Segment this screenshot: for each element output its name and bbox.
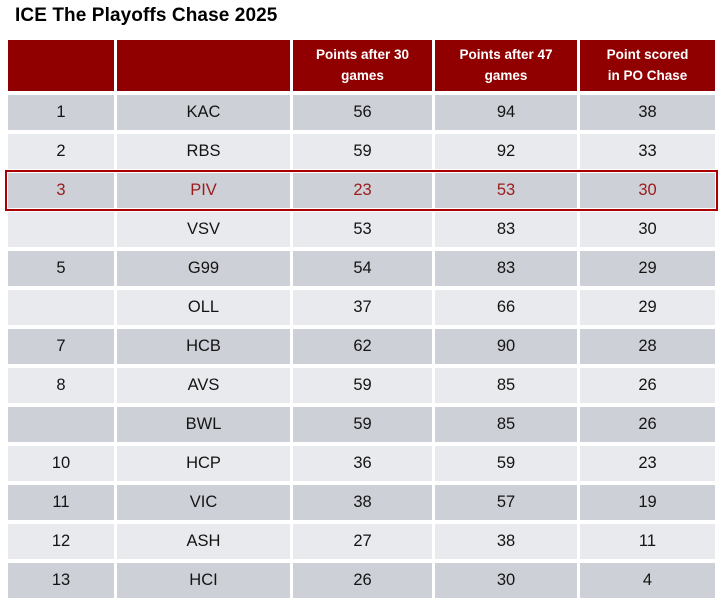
header-rank <box>8 40 114 91</box>
points-30-cell: 37 <box>293 290 432 325</box>
rank-cell: 2 <box>8 134 114 169</box>
po-chase-cell: 26 <box>580 368 715 403</box>
po-chase-cell: 33 <box>580 134 715 169</box>
points-30-cell: 56 <box>293 95 432 130</box>
table-row: 2 RBS 59 92 33 <box>8 134 715 169</box>
team-cell: RBS <box>117 134 290 169</box>
table-row: 1 KAC 56 94 38 <box>8 95 715 130</box>
standings-table: Points after 30 games Points after 47 ga… <box>5 36 718 602</box>
rank-cell: 7 <box>8 329 114 364</box>
table-row: BWL 59 85 26 <box>8 407 715 442</box>
points-30-cell: 53 <box>293 212 432 247</box>
po-chase-cell: 11 <box>580 524 715 559</box>
po-chase-cell: 29 <box>580 251 715 286</box>
table-row: 8 AVS 59 85 26 <box>8 368 715 403</box>
points-30-cell: 59 <box>293 134 432 169</box>
po-chase-cell: 30 <box>580 173 715 208</box>
header-po-chase: Point scored in PO Chase <box>580 40 715 91</box>
team-cell: AVS <box>117 368 290 403</box>
table-row: 10 HCP 36 59 23 <box>8 446 715 481</box>
points-30-cell: 59 <box>293 407 432 442</box>
points-30-cell: 54 <box>293 251 432 286</box>
po-chase-cell: 23 <box>580 446 715 481</box>
po-chase-cell: 19 <box>580 485 715 520</box>
rank-cell <box>8 407 114 442</box>
po-chase-cell: 30 <box>580 212 715 247</box>
team-cell: HCP <box>117 446 290 481</box>
rank-cell: 5 <box>8 251 114 286</box>
header-team <box>117 40 290 91</box>
table-row: 11 VIC 38 57 19 <box>8 485 715 520</box>
rank-cell: 8 <box>8 368 114 403</box>
points-47-cell: 83 <box>435 212 577 247</box>
rank-cell: 10 <box>8 446 114 481</box>
table-row: OLL 37 66 29 <box>8 290 715 325</box>
points-47-cell: 38 <box>435 524 577 559</box>
points-30-cell: 23 <box>293 173 432 208</box>
points-47-cell: 83 <box>435 251 577 286</box>
rank-cell: 12 <box>8 524 114 559</box>
team-cell: KAC <box>117 95 290 130</box>
header-points-30: Points after 30 games <box>293 40 432 91</box>
team-cell: ASH <box>117 524 290 559</box>
table-row: 5 G99 54 83 29 <box>8 251 715 286</box>
po-chase-cell: 4 <box>580 563 715 598</box>
points-47-cell: 66 <box>435 290 577 325</box>
po-chase-cell: 26 <box>580 407 715 442</box>
points-47-cell: 92 <box>435 134 577 169</box>
table-row: 7 HCB 62 90 28 <box>8 329 715 364</box>
points-30-cell: 27 <box>293 524 432 559</box>
rank-cell: 13 <box>8 563 114 598</box>
rank-cell: 11 <box>8 485 114 520</box>
points-30-cell: 59 <box>293 368 432 403</box>
team-cell: HCI <box>117 563 290 598</box>
points-47-cell: 85 <box>435 407 577 442</box>
table-row: 13 HCI 26 30 4 <box>8 563 715 598</box>
rank-cell: 1 <box>8 95 114 130</box>
points-47-cell: 30 <box>435 563 577 598</box>
points-47-cell: 94 <box>435 95 577 130</box>
header-row: Points after 30 games Points after 47 ga… <box>8 40 715 91</box>
po-chase-cell: 29 <box>580 290 715 325</box>
table-row: 3 PIV 23 53 30 <box>5 170 718 211</box>
points-47-cell: 59 <box>435 446 577 481</box>
points-47-cell: 53 <box>435 173 577 208</box>
team-cell: VIC <box>117 485 290 520</box>
team-cell: HCB <box>117 329 290 364</box>
points-30-cell: 62 <box>293 329 432 364</box>
rank-cell <box>8 212 114 247</box>
table-body: 1 KAC 56 94 38 2 RBS 59 92 33 3 PIV 23 5… <box>5 95 718 598</box>
points-30-cell: 36 <box>293 446 432 481</box>
points-47-cell: 90 <box>435 329 577 364</box>
page-title: ICE The Playoffs Chase 2025 <box>15 5 278 26</box>
header-points-47: Points after 47 games <box>435 40 577 91</box>
rank-cell: 3 <box>8 173 114 208</box>
rank-cell <box>8 290 114 325</box>
team-cell: PIV <box>117 173 290 208</box>
po-chase-cell: 38 <box>580 95 715 130</box>
po-chase-cell: 28 <box>580 329 715 364</box>
points-47-cell: 85 <box>435 368 577 403</box>
points-30-cell: 38 <box>293 485 432 520</box>
team-cell: G99 <box>117 251 290 286</box>
team-cell: OLL <box>117 290 290 325</box>
points-47-cell: 57 <box>435 485 577 520</box>
table-row: VSV 53 83 30 <box>8 212 715 247</box>
team-cell: BWL <box>117 407 290 442</box>
points-30-cell: 26 <box>293 563 432 598</box>
table-row: 12 ASH 27 38 11 <box>8 524 715 559</box>
team-cell: VSV <box>117 212 290 247</box>
